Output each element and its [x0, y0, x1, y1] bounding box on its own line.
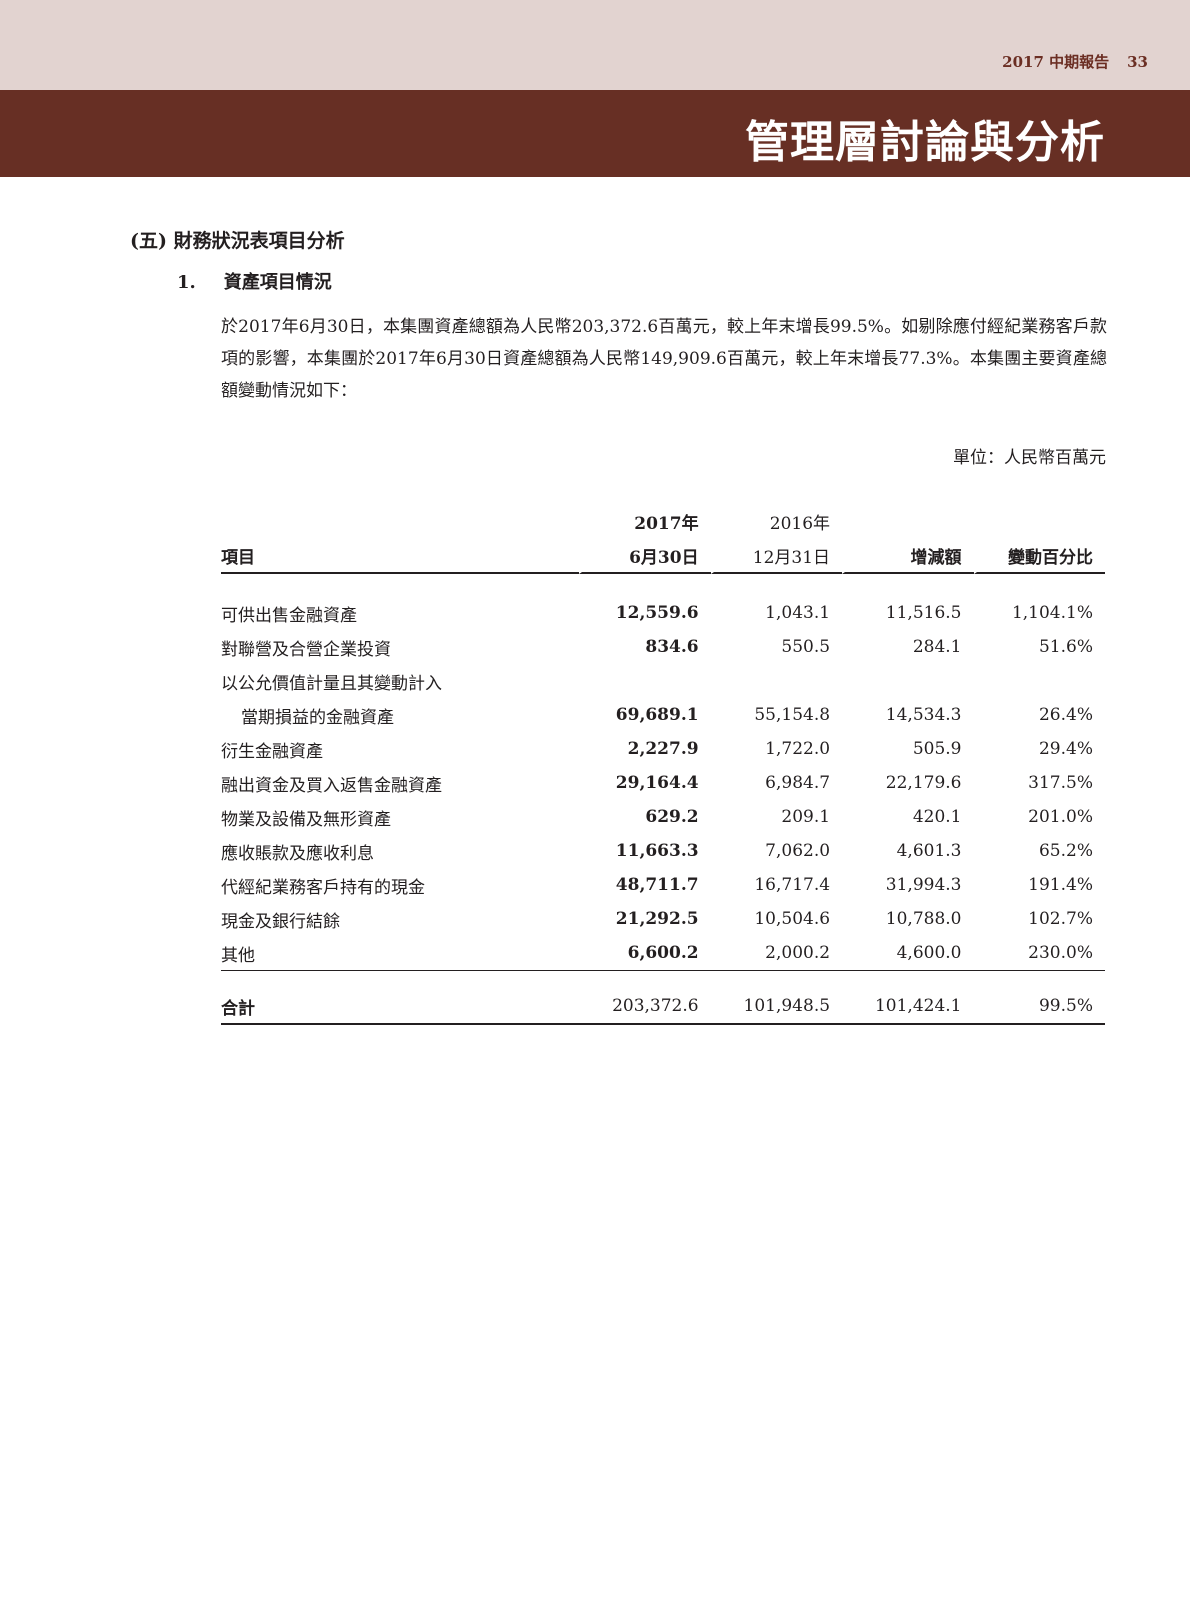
row-value: 65.2% — [1038, 841, 1093, 861]
row-value: 191.4% — [1028, 875, 1093, 895]
row-value — [579, 664, 710, 698]
row-value: 55,154.8 — [754, 705, 831, 725]
row-value: 230.0% — [973, 936, 1105, 971]
report-name: 2017 中期報告 — [1002, 53, 1110, 71]
row-label: 以公允價值計量且其變動計入 — [221, 673, 442, 694]
table-row: 衍生金融資產 2,227.9 1,722.0 505.9 29.4% — [221, 732, 1105, 766]
row-value: 4,601.3 — [896, 841, 962, 861]
title-band: 管理層討論與分析 — [0, 90, 1190, 177]
row-value: 29.4% — [1038, 739, 1093, 759]
row-value: 51.6% — [1038, 637, 1093, 657]
row-value: 1,104.1% — [1011, 603, 1093, 623]
header-row-top: 2017年 2016年 — [221, 500, 1105, 534]
table-row: 可供出售金融資產 12,559.6 1,043.1 11,516.5 1,104.1% — [221, 596, 1105, 630]
row-label: 物業及設備及無形資產 — [221, 809, 391, 830]
total-value: 101,948.5 — [710, 989, 843, 1025]
row-value: 16,717.4 — [754, 875, 831, 895]
subsection-title: 資產項目情況 — [223, 272, 332, 293]
row-value: 420.1 — [912, 807, 962, 827]
row-value: 29,164.4 — [615, 773, 699, 793]
row-label: 對聯營及合營企業投資 — [221, 639, 391, 660]
top-band: 2017 中期報告 33 — [0, 0, 1190, 90]
row-value: 834.6 — [645, 637, 699, 657]
col-item: 項目 — [221, 534, 580, 574]
row-value: 14,534.3 — [885, 705, 962, 725]
row-value: 31,994.3 — [885, 875, 962, 895]
table-row: 其他 6,600.2 2,000.2 4,600.0 230.0% — [221, 936, 1105, 971]
row-label: 現金及銀行結餘 — [221, 911, 340, 932]
total-value: 101,424.1 — [842, 989, 974, 1025]
row-label: 融出資金及買入返售金融資產 — [221, 775, 442, 796]
unit-note: 單位：人民幣百萬元 — [953, 448, 1106, 468]
row-value: 550.5 — [781, 637, 831, 657]
table-row: 代經紀業務客戶持有的現金 48,711.7 16,717.4 31,994.3 191.… — [221, 868, 1105, 902]
row-value: 12,559.6 — [615, 603, 699, 623]
total-label: 合計 — [221, 989, 580, 1025]
row-label: 應收賬款及應收利息 — [221, 843, 374, 864]
page-number: 33 — [1127, 53, 1148, 71]
col-percent: 變動百分比 — [973, 534, 1105, 574]
row-value: 629.2 — [645, 807, 699, 827]
table-row: 融出資金及買入返售金融資產 29,164.4 6,984.7 22,179.6 317.… — [221, 766, 1105, 800]
row-label: 其他 — [221, 936, 580, 971]
row-value: 21,292.5 — [615, 909, 699, 929]
page-title: 管理層討論與分析 — [745, 117, 1105, 168]
row-value: 505.9 — [912, 739, 962, 759]
row-value: 11,516.5 — [885, 603, 962, 623]
table-row: 以公允價值計量且其變動計入 — [221, 664, 1105, 698]
row-value: 4,600.0 — [842, 936, 974, 971]
total-value: 203,372.6 — [579, 989, 711, 1025]
running-header: 2017 中期報告 33 — [1002, 51, 1148, 72]
row-value: 1,722.0 — [765, 739, 831, 759]
row-label: 當期損益的金融資產 — [241, 707, 394, 728]
row-value — [711, 664, 842, 698]
header-row: 項目 6月30日 12月31日 增減額 變動百分比 — [221, 534, 1105, 574]
col1-date: 6月30日 — [579, 534, 711, 574]
row-value: 284.1 — [912, 637, 962, 657]
row-value: 209.1 — [781, 807, 831, 827]
col2-date: 12月31日 — [710, 534, 843, 574]
row-value: 2,000.2 — [710, 936, 843, 971]
row-value — [842, 664, 973, 698]
row-value: 22,179.6 — [885, 773, 962, 793]
table-row: 當期損益的金融資產 69,689.1 55,154.8 14,534.3 26.4% — [221, 698, 1105, 732]
row-value: 6,600.2 — [579, 936, 711, 971]
subsection-number: 1. — [177, 272, 196, 293]
row-value: 10,504.6 — [754, 909, 831, 929]
asset-table: 2017年 2016年 項目 6月30日 12月31日 增減額 變動百分比 可供… — [221, 500, 1105, 1025]
body-paragraph: 於2017年6月30日，本集團資產總額為人民幣203,372.6百萬元，較上年末… — [221, 317, 1107, 401]
row-value: 11,663.3 — [615, 841, 699, 861]
row-value: 69,689.1 — [615, 705, 699, 725]
row-value: 48,711.7 — [615, 875, 699, 895]
subsection-heading: 1. 資產項目情況 — [177, 268, 332, 294]
row-value: 7,062.0 — [765, 841, 831, 861]
total-row: 合計 203,372.6 101,948.5 101,424.1 99.5% — [221, 989, 1105, 1025]
row-value: 6,984.7 — [765, 773, 831, 793]
section-heading: (五) 財務狀況表項目分析 — [130, 230, 345, 252]
row-value: 201.0% — [1028, 807, 1093, 827]
table-row: 對聯營及合營企業投資 834.6 550.5 284.1 51.6% — [221, 630, 1105, 664]
row-value: 10,788.0 — [885, 909, 962, 929]
row-value — [974, 664, 1106, 698]
table-row: 應收賬款及應收利息 11,663.3 7,062.0 4,601.3 65.2% — [221, 834, 1105, 868]
col-change: 增減額 — [842, 534, 974, 574]
row-label: 代經紀業務客戶持有的現金 — [221, 877, 425, 898]
col1-year: 2017年 — [634, 514, 699, 534]
row-label: 可供出售金融資產 — [221, 605, 357, 626]
table-row: 現金及銀行結餘 21,292.5 10,504.6 10,788.0 102.7% — [221, 902, 1105, 936]
total-value: 99.5% — [973, 989, 1105, 1025]
row-value: 317.5% — [1028, 773, 1093, 793]
row-value: 102.7% — [1028, 909, 1093, 929]
table-row: 物業及設備及無形資產 629.2 209.1 420.1 201.0% — [221, 800, 1105, 834]
row-value: 2,227.9 — [627, 739, 699, 759]
row-value: 1,043.1 — [765, 603, 831, 623]
row-value: 26.4% — [1038, 705, 1093, 725]
row-label: 衍生金融資產 — [221, 741, 323, 762]
col2-year: 2016年 — [769, 514, 831, 534]
